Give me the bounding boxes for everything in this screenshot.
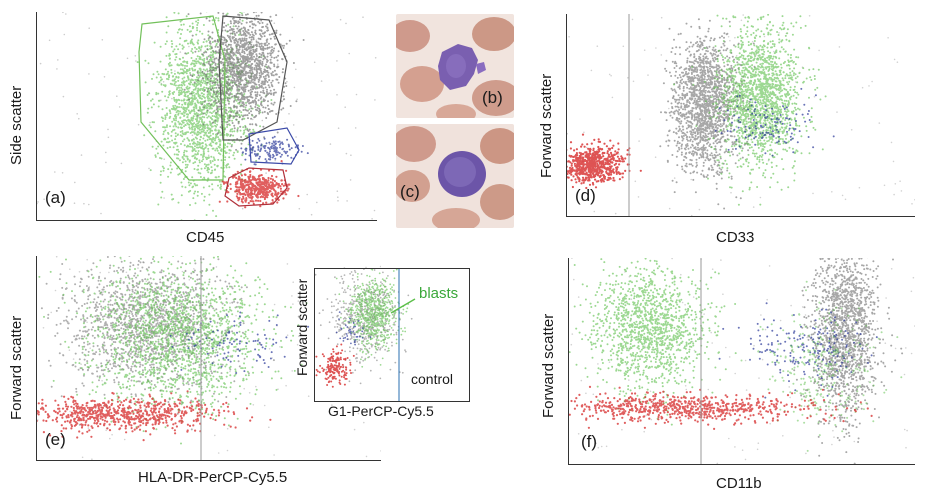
gate-red [224,167,288,207]
panel-d-plot: (d) [566,14,915,217]
control-label: control [411,371,454,387]
panel-e-red-population [37,390,272,442]
panel-e-inset: blasts control [311,249,470,402]
panel-e-xlabel: HLA-DR-PerCP-Cy5.5 [138,469,288,486]
panel-d-red-population [567,133,642,190]
panel-d-ylabel: Forward scatter [538,73,555,178]
blasts-arrow [390,298,416,314]
panel-e-background-events [37,256,381,460]
panel-e-scatter [37,256,381,460]
photo-b-label: (b) [482,88,503,107]
panel-e-ylabel: Forward scatter [8,315,25,420]
inset-scatter [311,249,416,401]
panel-e-label: (e) [45,430,66,449]
panel-e-green-population [38,256,329,445]
panel-a-label: (a) [45,188,66,207]
photo-c: (c) [396,124,514,228]
panel-a-plot: (a) [36,12,377,221]
blast-cell-image-b [396,14,514,118]
panel-a-scatter [37,12,377,220]
panel-d-xlabel: CD33 [716,229,755,246]
panel-a-ylabel: Side scatter [8,85,25,165]
panel-e-blue-population [169,311,310,374]
inset-red-population [315,343,355,388]
blasts-label: blasts [419,285,459,302]
panel-f-scatter [569,258,915,464]
photo-b: (b) [396,14,514,118]
panel-f-green-population [569,258,737,426]
gate-gray [218,15,288,141]
panel-a-background-events [37,12,377,220]
panel-f-background-events [570,258,915,464]
gate-blue [248,127,300,165]
panel-a-blue-population [240,135,309,166]
photo-c-label: (c) [400,182,420,201]
panel-d-gray-population [659,18,756,210]
panel-d-label: (d) [575,186,596,205]
inset-green-population [335,249,410,368]
panel-d-background-events [567,14,915,216]
panel-a-gray-population [183,12,305,151]
blast-cell-image-c [396,124,514,228]
panel-f-plot: (f) [568,258,915,465]
panel-d-blue-population [714,87,835,157]
panel-a-red-population [218,160,300,209]
panel-f-ylabel: Forward scatter [540,313,557,418]
inset-blue-population [335,311,372,346]
inset-ylabel: Forward scatter [294,278,310,376]
panel-a-xlabel: CD45 [186,229,225,246]
panel-d-scatter [567,14,915,216]
inset-xlabel: G1-PerCP-Cy5.5 [328,403,434,419]
panel-f-label: (f) [581,432,598,451]
panel-f-xlabel: CD11b [716,475,762,492]
panel-f-red-population [569,385,873,430]
gate-green [138,15,226,181]
